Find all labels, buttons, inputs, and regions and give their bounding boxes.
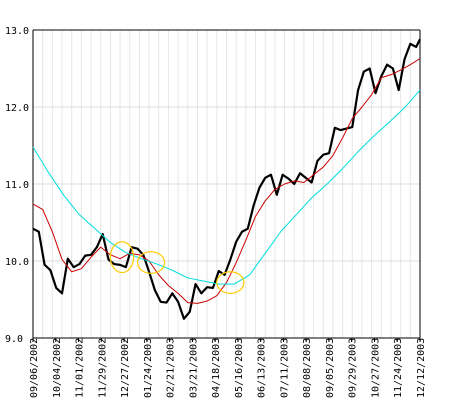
series bbox=[32, 38, 421, 320]
x-tick-label: 11/01/2002 bbox=[75, 338, 86, 398]
tick-labels: 9.0 10.0 11.0 12.0 13.0 09/06/2002 10/04/2002 1… bbox=[5, 26, 427, 398]
x-tick-label: 01/24/2003 bbox=[143, 338, 154, 398]
highlight-ellipse bbox=[109, 241, 135, 274]
x-tick-label: 09/06/2002 bbox=[29, 338, 40, 398]
series-line-0 bbox=[32, 38, 421, 320]
x-tick-label: 10/27/2003 bbox=[370, 338, 381, 398]
highlight-ellipse bbox=[216, 271, 245, 294]
x-tick-label: 11/24/2003 bbox=[393, 338, 404, 398]
series-line-2 bbox=[32, 89, 421, 285]
y-tick-label: 11.0 bbox=[5, 180, 29, 191]
series-line-1 bbox=[32, 58, 421, 304]
y-tick-label: 12.0 bbox=[5, 103, 29, 114]
x-tick-label: 08/08/2003 bbox=[302, 338, 313, 398]
x-tick-label: 10/04/2002 bbox=[52, 338, 63, 398]
x-tick-label: 12/27/2002 bbox=[120, 338, 131, 398]
annotations bbox=[109, 241, 245, 294]
x-tick-label: 09/05/2003 bbox=[325, 338, 336, 398]
x-tick-label: 09/29/2003 bbox=[348, 338, 359, 398]
y-tick-label: 13.0 bbox=[5, 26, 29, 37]
x-tick-label: 05/16/2003 bbox=[234, 338, 245, 398]
x-tick-label: 03/21/2003 bbox=[188, 338, 199, 398]
y-tick-label: 9.0 bbox=[5, 334, 23, 345]
x-tick-label: 11/29/2002 bbox=[97, 338, 108, 398]
y-tick-label: 10.0 bbox=[5, 257, 29, 268]
x-tick-label: 07/11/2003 bbox=[279, 338, 290, 398]
axes bbox=[32, 29, 421, 342]
x-tick-label: 04/18/2003 bbox=[211, 338, 222, 398]
highlight-ellipse bbox=[136, 251, 166, 274]
x-tick-label: 06/13/2003 bbox=[257, 338, 268, 398]
x-tick-label: 02/21/2003 bbox=[166, 338, 177, 398]
x-tick-label: 12/12/2003 bbox=[416, 338, 427, 398]
